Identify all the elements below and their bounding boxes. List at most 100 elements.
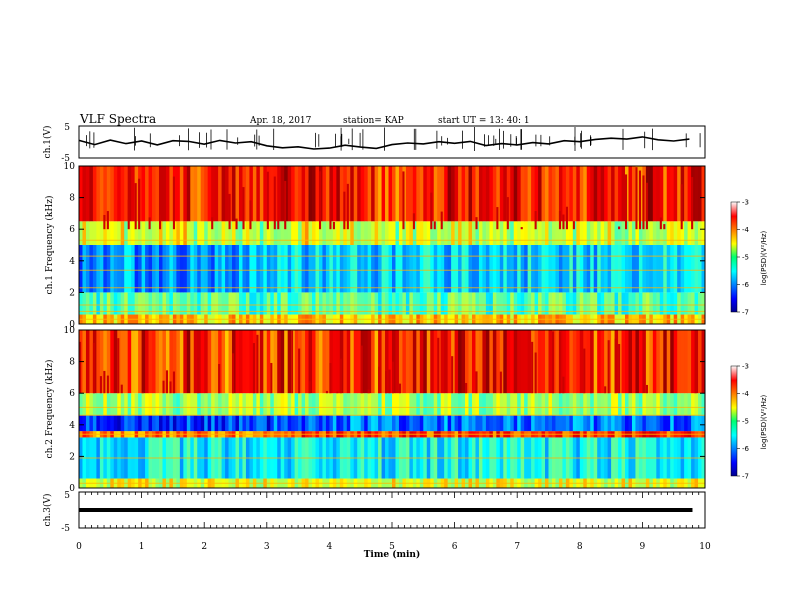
spectrogram-cell <box>211 221 216 245</box>
ch1-yticks: 0 2 4 6 8 10 <box>64 162 705 330</box>
spectrogram-cell <box>270 393 275 416</box>
spectrogram-streak <box>618 344 621 394</box>
spectrogram-cell <box>645 393 650 416</box>
spectrogram-cell <box>545 245 549 293</box>
spectrogram-cell <box>322 330 327 394</box>
spectrogram-cell <box>89 245 94 293</box>
spectrogram-cell <box>430 221 435 245</box>
spectrogram-cell <box>204 393 209 416</box>
spectrogram-cell <box>138 221 142 245</box>
spectrogram-cell <box>280 292 285 315</box>
spectrogram-cell <box>270 245 275 293</box>
ch2-colorbar-label: log(PSD)(V²/Hz) <box>760 394 768 449</box>
spectrogram-cell <box>82 166 87 222</box>
spectrogram-cell <box>263 166 268 222</box>
spectrogram-streak <box>256 334 259 394</box>
spectrogram-cell <box>294 166 299 222</box>
spectrogram-cell <box>440 221 445 245</box>
spectrogram-cell <box>96 415 101 432</box>
spectrogram-cell <box>259 393 264 416</box>
spectrogram-cell <box>207 166 212 222</box>
spectrogram-cell <box>378 166 382 222</box>
spectrogram-cell <box>454 330 459 394</box>
spectrogram-cell <box>600 393 605 416</box>
spectrogram-cell <box>475 166 480 222</box>
spectrogram-cell <box>242 330 247 394</box>
spectrogram-cell <box>395 166 400 222</box>
spectrogram-cell <box>468 330 473 394</box>
spectrogram-cell <box>628 166 633 222</box>
spectrogram-cell <box>374 330 379 394</box>
spectrogram-streak <box>663 224 666 230</box>
spectrogram-cell <box>367 415 372 432</box>
spectrogram-cell <box>673 330 678 394</box>
spectrogram-cell <box>625 330 629 394</box>
spectrogram-cell <box>600 245 605 293</box>
spectrogram-cell <box>492 330 497 394</box>
spectrogram-cell <box>583 221 588 245</box>
spectrogram-cell <box>284 330 289 394</box>
spectrogram-cell <box>346 245 351 293</box>
spectrogram-cell <box>405 292 410 315</box>
spectrogram-cell <box>576 415 581 432</box>
spectrogram-cell <box>235 166 240 222</box>
spectrogram-cell <box>92 166 97 222</box>
spectrogram-cell <box>520 292 525 315</box>
spectrogram-cell <box>635 330 640 394</box>
ch2-freq-ylabel: ch.2 Frequency (kHz) <box>44 360 55 459</box>
spectrogram-cell <box>437 245 442 293</box>
spectrogram-cell <box>398 393 403 416</box>
spectrogram-ytick-label: 6 <box>69 225 75 235</box>
spectrogram-cell <box>538 415 542 432</box>
spectrogram-cell <box>145 393 149 416</box>
spectrogram-streak <box>385 371 388 394</box>
spectrogram-cell <box>141 292 146 315</box>
spectrogram-cell <box>214 245 219 293</box>
ch1-trace <box>78 127 701 151</box>
spectrogram-cell <box>652 245 657 293</box>
spectrogram-cell <box>277 245 282 293</box>
spectrogram-streak <box>298 348 301 394</box>
spectrogram-cell <box>409 245 414 293</box>
spectrogram-cell <box>666 330 671 394</box>
spectrogram-cell <box>190 415 195 432</box>
spectrogram-cell <box>179 330 184 394</box>
date-label: Apr. 18, 2017 <box>249 116 312 126</box>
spectrogram-cell <box>158 330 163 394</box>
spectrogram-cell <box>607 292 612 315</box>
spectrogram-cell <box>245 292 250 315</box>
spectrogram-cell <box>409 415 414 432</box>
spectrogram-cell <box>79 166 83 222</box>
spectrogram-cell <box>259 221 264 245</box>
spectrogram-cell <box>649 330 654 394</box>
spectrogram-cell <box>440 245 445 293</box>
spectrogram-streak <box>266 171 269 230</box>
spectrogram-cell <box>211 245 216 293</box>
spectrogram-cell <box>524 415 529 432</box>
spectrogram-streak <box>645 384 648 394</box>
spectrogram-cell <box>392 330 396 394</box>
spectrogram-cell <box>252 221 257 245</box>
spectrogram-cell <box>458 330 462 394</box>
spectrogram-cell <box>471 221 476 245</box>
spectrogram-cell <box>604 393 609 416</box>
spectrogram-cell <box>437 166 442 222</box>
spectrogram-cell <box>642 245 647 293</box>
spectrogram-cell <box>604 221 609 245</box>
spectrogram-cell <box>336 166 341 222</box>
spectrogram-cell <box>416 166 421 222</box>
spectrogram-cell <box>232 393 236 416</box>
spectrogram-cell <box>301 166 306 222</box>
spectrogram-cell <box>155 245 160 293</box>
spectrogram-cell <box>155 221 160 245</box>
spectrogram-cell <box>635 393 640 416</box>
spectrogram-streak <box>99 376 102 394</box>
ch3-waveform-panel: 5 -5 ch.3(V) 0 1 2 3 4 5 6 7 8 9 10 Time (min) <box>42 491 711 560</box>
spectrogram-cell <box>131 292 136 315</box>
spectrogram-streak <box>531 341 534 394</box>
spectrogram-cell <box>558 393 563 416</box>
spectrogram-cell <box>388 166 393 222</box>
spectrogram-cell <box>120 166 125 222</box>
spectrogram-cell <box>152 330 156 394</box>
spectrogram-streak <box>197 357 200 394</box>
